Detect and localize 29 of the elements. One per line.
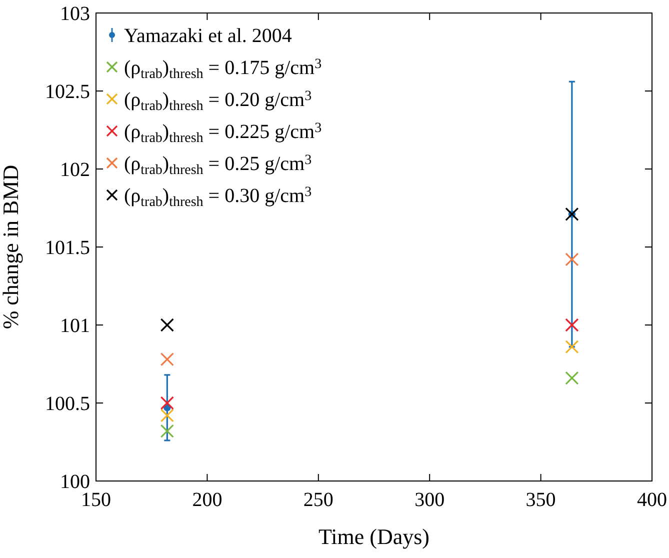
point (160, 396, 174, 410)
y-tick-label: 103 (60, 3, 90, 25)
legend-label: (ρ$_{trab}$)$_{thresh}$ = 0.225 g/cm$^{3}$ (124, 121, 322, 146)
x-tick-label: 250 (303, 489, 334, 511)
x-tick-label: 350 (526, 489, 556, 511)
x-tick-label: 200 (192, 489, 222, 511)
y-tick-label: 100.5 (45, 393, 90, 415)
point (565, 371, 579, 385)
point (565, 252, 579, 266)
point (160, 408, 174, 422)
y-tick-label: 102.5 (45, 81, 90, 103)
legend-label: (ρ$_{trab}$)$_{thresh}$ = 0.175 g/cm$^{3}$ (124, 57, 322, 82)
y-tick-label: 101.5 (45, 237, 90, 259)
point (565, 207, 579, 222)
point (160, 318, 174, 332)
y-tick-label: 102 (60, 159, 90, 181)
point (565, 318, 579, 332)
point (160, 424, 174, 438)
y-axis-title: % change in BMD (0, 164, 23, 330)
legend-label: (ρ$_{trab}$)$_{thresh}$ = 0.30 g/cm$^{3}$ (124, 185, 312, 210)
x-tick-label: 400 (637, 489, 667, 511)
x-axis-title: Time (Days) (318, 524, 430, 549)
legend-label: Yamazaki et al. 2004 (124, 25, 292, 47)
legend-label: (ρ$_{trab}$)$_{thresh}$ = 0.25 g/cm$^{3}$ (124, 153, 312, 178)
point (565, 340, 579, 354)
x-tick-label: 300 (414, 489, 445, 511)
y-tick-label: 101 (60, 315, 90, 337)
point (160, 352, 174, 366)
legend-label: (ρ$_{trab}$)$_{thresh}$ = 0.20 g/cm$^{3}$ (124, 89, 312, 114)
